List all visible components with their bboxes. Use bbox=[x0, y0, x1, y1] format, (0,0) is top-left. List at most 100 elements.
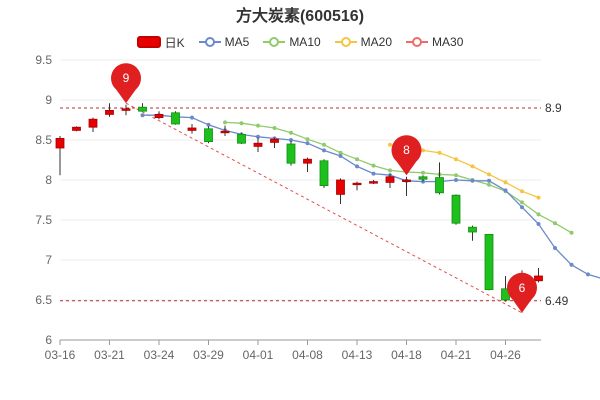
x-tick-label: 03-16 bbox=[45, 348, 76, 362]
y-tick-label: 8.5 bbox=[35, 133, 52, 147]
candle-down bbox=[286, 143, 296, 164]
candle-up bbox=[105, 110, 114, 115]
ma10-line-point bbox=[322, 142, 326, 147]
y-tick-label: 8 bbox=[45, 173, 52, 187]
candle-down bbox=[484, 233, 494, 290]
ma10-line-point bbox=[520, 200, 524, 205]
candle-up bbox=[88, 118, 98, 128]
ma5-line-point bbox=[569, 262, 574, 267]
ma10-line bbox=[224, 121, 572, 234]
y-tick-label: 7.5 bbox=[35, 213, 52, 227]
pin-marker-tail bbox=[396, 161, 417, 176]
candle-up bbox=[352, 182, 362, 186]
candle-up bbox=[385, 176, 395, 183]
candle-down bbox=[237, 133, 246, 144]
pin-label: 9 bbox=[123, 71, 130, 85]
legend-item-ma10[interactable]: MA10 bbox=[263, 35, 321, 49]
ma5-line-point bbox=[520, 205, 524, 210]
candle-up bbox=[336, 179, 345, 195]
ma10-line-point bbox=[388, 168, 392, 173]
ma5-line-point bbox=[338, 154, 343, 158]
ma5-line-point bbox=[454, 178, 458, 182]
ma5-line-point bbox=[289, 138, 293, 142]
legend-ma20-label: MA20 bbox=[360, 35, 393, 49]
pin-marker-tail bbox=[116, 89, 136, 104]
ma10-line-point bbox=[553, 221, 557, 226]
y-tick-label: 9.5 bbox=[35, 53, 52, 67]
legend-item-k[interactable]: 日K bbox=[136, 34, 185, 51]
candle-up bbox=[55, 137, 65, 149]
x-tick-label: 04-26 bbox=[490, 348, 521, 362]
ma5-line-point bbox=[355, 164, 359, 169]
pin-marker bbox=[111, 63, 141, 94]
candle-up bbox=[534, 275, 543, 282]
pin-marker-tail bbox=[512, 298, 532, 313]
ma10-line-point bbox=[487, 182, 491, 187]
x-tick-label: 04-13 bbox=[342, 348, 373, 362]
ma10-line-point bbox=[239, 121, 244, 126]
candle-up bbox=[154, 114, 164, 119]
ma10-line-point bbox=[338, 150, 343, 155]
y-tick-label: 6 bbox=[45, 333, 52, 347]
reference-line-label: 8.9 bbox=[545, 101, 562, 115]
ma10-line-point bbox=[371, 163, 376, 168]
candle-down bbox=[138, 106, 147, 112]
legend-item-ma20[interactable]: MA20 bbox=[334, 35, 393, 49]
ma5-line-point bbox=[487, 178, 491, 183]
ma5-line-point bbox=[140, 113, 145, 118]
ma10-line-point bbox=[305, 137, 310, 142]
candle-down bbox=[435, 177, 444, 194]
ma5-line-point bbox=[190, 115, 194, 120]
pin-marker bbox=[507, 272, 537, 303]
legend-item-ma30[interactable]: MA30 bbox=[406, 35, 463, 49]
ma20-line-point bbox=[454, 157, 458, 162]
candle-up bbox=[303, 158, 312, 164]
ma10-line-point bbox=[421, 170, 425, 175]
legend-ma5-label: MA5 bbox=[224, 35, 250, 49]
ma10-line-point bbox=[289, 130, 293, 135]
ma5-line-point bbox=[586, 272, 590, 277]
ma5-line-point bbox=[305, 141, 310, 146]
candle-up bbox=[270, 138, 279, 143]
chart-title: 方大炭素(600516) bbox=[235, 8, 365, 25]
ma5-line-point bbox=[371, 171, 376, 176]
candle-down bbox=[451, 194, 461, 224]
ma20-line-point bbox=[437, 150, 442, 155]
ma5-line-point bbox=[256, 134, 260, 139]
candle-down bbox=[468, 226, 477, 233]
ma20-line-point bbox=[470, 164, 475, 169]
trend-line bbox=[125, 102, 523, 314]
ma20-line-point bbox=[388, 142, 392, 147]
x-tick-label: 03-21 bbox=[94, 348, 125, 362]
ma5-line-point bbox=[503, 188, 508, 193]
candle-up bbox=[72, 126, 81, 131]
ma20-line-point bbox=[487, 172, 491, 177]
candle-up bbox=[121, 108, 131, 111]
ma10-line-point bbox=[256, 123, 260, 128]
legend-ma30-label: MA30 bbox=[432, 35, 464, 49]
chart-legend: 日K MA5 MA10 MA20 MA30 bbox=[0, 32, 600, 52]
x-tick-label: 04-01 bbox=[243, 348, 274, 362]
legend-ma20-swatch-icon bbox=[334, 36, 357, 48]
x-tick-label: 04-08 bbox=[292, 348, 323, 362]
y-tick-label: 6.5 bbox=[35, 293, 52, 307]
ma5-line-point bbox=[536, 222, 541, 226]
pin-marker bbox=[391, 135, 422, 166]
legend-ma30-swatch-icon bbox=[406, 36, 429, 48]
y-tick-label: 7 bbox=[45, 253, 52, 267]
legend-ma5-swatch-icon bbox=[198, 36, 221, 48]
ma20-line-point bbox=[520, 189, 524, 194]
candle-down bbox=[319, 160, 329, 187]
ma10-line-point bbox=[569, 230, 574, 235]
ma20-line-point bbox=[503, 180, 508, 185]
y-tick-label: 9 bbox=[45, 93, 52, 107]
candle-up bbox=[187, 127, 197, 131]
legend-ma10-swatch-icon bbox=[263, 36, 286, 48]
x-tick-label: 03-29 bbox=[193, 348, 224, 362]
candle-up bbox=[220, 130, 230, 134]
ma10-line-point bbox=[223, 120, 227, 125]
x-tick-label: 04-21 bbox=[441, 348, 472, 362]
legend-item-ma5[interactable]: MA5 bbox=[198, 35, 250, 49]
ma20-line-point bbox=[421, 148, 425, 153]
